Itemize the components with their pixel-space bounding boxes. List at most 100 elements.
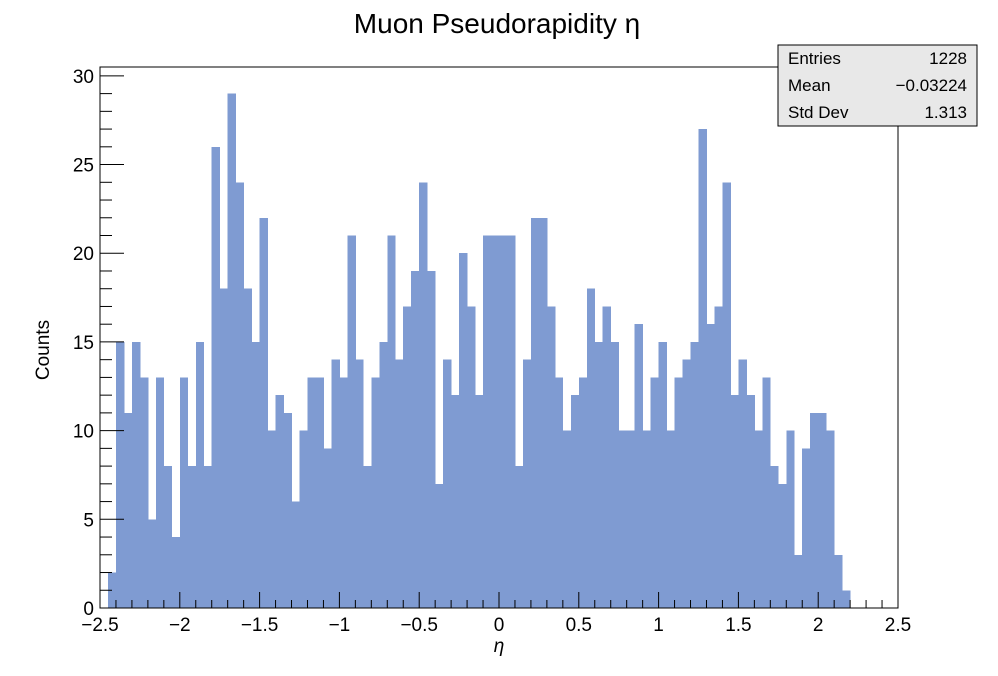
x-tick-label: 1 [653, 615, 664, 636]
histogram-bar [546, 306, 556, 608]
histogram-bar [674, 377, 683, 608]
histogram-bar [722, 182, 731, 608]
stats-box-frame [777, 44, 978, 127]
histogram-bar [267, 430, 276, 608]
x-tick-label: 2 [813, 615, 824, 636]
stats-box: Entries 1228 Mean −0.03224 Std Dev 1.313 [777, 44, 978, 127]
histogram-bar [235, 182, 245, 608]
histogram-bar [834, 554, 843, 608]
histogram-bar [291, 501, 300, 608]
histogram-bar [419, 182, 428, 608]
stats-stddev-value: 1.313 [924, 103, 967, 122]
y-tick-label: 30 [73, 67, 94, 88]
histogram-bar [658, 341, 667, 608]
histogram-bar [530, 217, 540, 608]
histogram-bar [139, 377, 149, 608]
histogram-bar [123, 412, 133, 608]
histogram-bar [387, 235, 396, 609]
histogram-bar [275, 395, 284, 608]
histogram-bar [794, 554, 803, 608]
histogram-bar [554, 377, 564, 608]
histogram-bar [842, 590, 851, 608]
histogram-bar [227, 93, 237, 608]
histogram-bar [538, 217, 548, 608]
histogram-bar [131, 341, 141, 608]
histogram-bar [427, 270, 436, 608]
x-tick-label: −0.5 [400, 615, 438, 636]
histogram-bar [243, 288, 253, 608]
histogram-bar [802, 448, 811, 608]
histogram-bar [219, 288, 229, 608]
x-tick-label: 2.5 [885, 615, 911, 636]
histogram-bar [666, 430, 675, 608]
histogram-bar [770, 466, 779, 608]
x-tick-label: −1 [329, 615, 351, 636]
histogram-bar [163, 466, 173, 608]
y-tick-label: 20 [73, 244, 94, 265]
histogram-bar [251, 341, 260, 608]
x-tick-label: 1.5 [725, 615, 751, 636]
histogram-bar [650, 377, 659, 608]
histogram-bar [115, 341, 125, 608]
x-axis: −2.5 −2 −1.5 −1 −0.5 0 0.5 1 1.5 2 2.5 [81, 592, 911, 636]
histogram-bar [522, 359, 532, 608]
histogram-bar [730, 395, 739, 608]
x-tick-label: −1.5 [241, 615, 279, 636]
histogram-bar [586, 288, 596, 608]
x-tick-label: 0 [494, 615, 505, 636]
histogram-bars [107, 93, 851, 609]
histogram-bar [379, 341, 388, 608]
stats-entries-value: 1228 [929, 49, 967, 68]
histogram-bar [754, 430, 763, 608]
histogram-bar [363, 466, 372, 608]
histogram-bar [714, 306, 723, 608]
histogram-bar [171, 537, 181, 608]
histogram-bar [347, 235, 356, 609]
stats-mean-value: −0.03224 [896, 76, 967, 95]
histogram-bar [826, 430, 835, 608]
histogram-bar [315, 377, 324, 608]
histogram-bar [682, 359, 691, 608]
x-tick-label: 0.5 [566, 615, 592, 636]
histogram-bar [706, 324, 715, 608]
histogram-bar [570, 395, 580, 608]
histogram-bar [634, 324, 644, 608]
x-tick-label: −2 [169, 615, 191, 636]
histogram-bar [810, 412, 819, 608]
y-tick-label: 0 [83, 599, 94, 620]
histogram-bar [738, 359, 747, 608]
stats-entries-label: Entries [788, 49, 841, 68]
histogram-bar [514, 466, 524, 608]
histogram-bar [690, 341, 699, 608]
histogram-bar [283, 412, 292, 608]
histogram-bar [499, 235, 508, 609]
histogram-bar [155, 377, 165, 608]
histogram-bar [195, 341, 205, 608]
histogram-bar [451, 395, 460, 608]
y-tick-label: 5 [83, 510, 94, 531]
x-tick-label: −2.5 [81, 615, 119, 636]
histogram-bar [107, 572, 117, 608]
histogram-bar [371, 377, 380, 608]
stats-mean-label: Mean [788, 76, 831, 95]
histogram-bar [331, 359, 340, 608]
x-axis-label: η [494, 636, 505, 657]
histogram-bar [307, 377, 316, 608]
histogram-bar [562, 430, 572, 608]
histogram-bar [762, 377, 771, 608]
histogram-bar [259, 217, 268, 608]
histogram-bar [594, 341, 604, 608]
chart-title: Muon Pseudorapidity η [354, 8, 640, 39]
histogram-bar [818, 412, 827, 608]
histogram-bar [491, 235, 500, 609]
histogram-bar [299, 430, 308, 608]
histogram-bar [610, 341, 620, 608]
histogram-bar [443, 359, 452, 608]
stats-stddev-label: Std Dev [788, 103, 849, 122]
y-tick-label: 15 [73, 333, 94, 354]
histogram-bar [395, 359, 404, 608]
y-axis: 0 5 10 15 20 25 30 [73, 67, 124, 620]
histogram-bar [323, 448, 332, 608]
histogram-bar [483, 235, 492, 609]
